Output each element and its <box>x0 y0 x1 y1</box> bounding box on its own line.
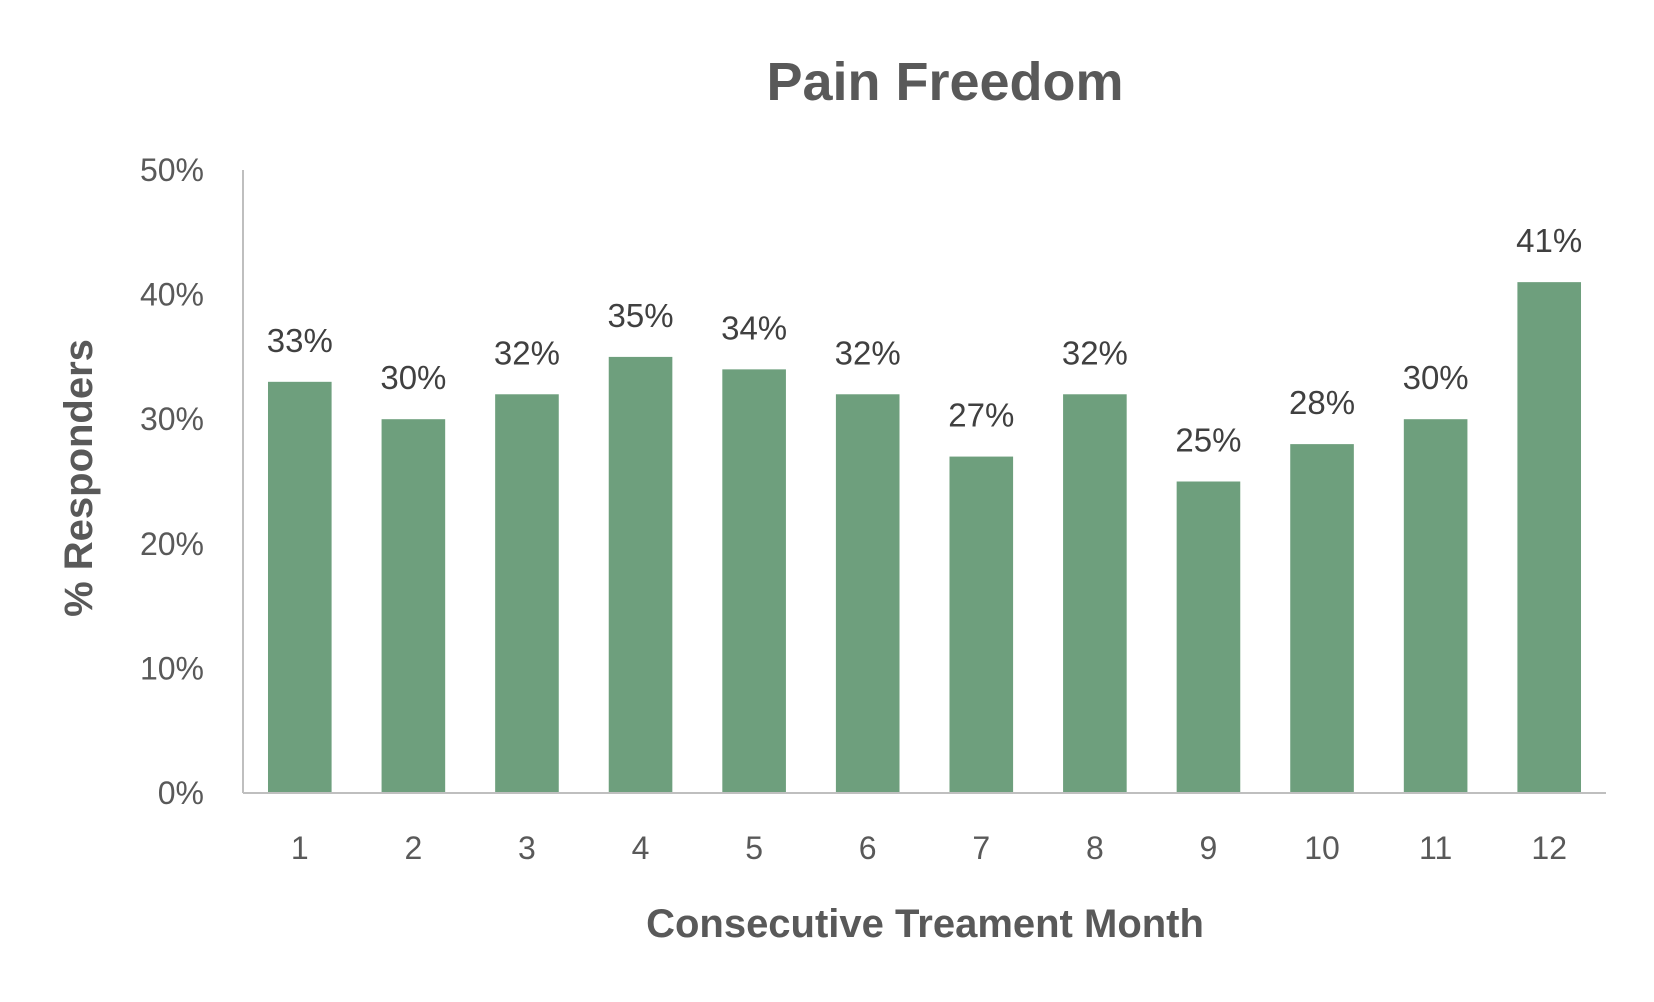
x-tick-label: 1 <box>291 830 309 866</box>
x-axis-title: Consecutive Treament Month <box>646 902 1204 946</box>
data-label: 32% <box>1062 334 1128 371</box>
data-label: 35% <box>608 297 674 334</box>
y-axis-ticks: 0% 10% 20% 30% 40% 50% <box>140 152 204 811</box>
bar <box>722 369 786 793</box>
x-axis-ticks: 1 2 3 4 5 6 7 8 9 10 11 12 <box>291 830 1567 866</box>
x-tick-label: 7 <box>972 830 990 866</box>
data-label: 33% <box>267 322 333 359</box>
chart-title: Pain Freedom <box>766 52 1123 112</box>
bar <box>1290 444 1354 793</box>
bar <box>1176 481 1241 793</box>
data-label: 34% <box>721 309 787 346</box>
bar <box>949 456 1014 793</box>
x-tick-label: 2 <box>404 830 422 866</box>
y-tick-label: 50% <box>140 152 204 188</box>
x-tick-label: 4 <box>632 830 650 866</box>
bar <box>1063 394 1127 793</box>
data-labels: 33% 30% 32% 35% 34% 32% 27% 32% 25% 28% 30% 41% <box>267 222 1582 458</box>
axes <box>242 170 1606 794</box>
x-tick-label: 8 <box>1086 830 1104 866</box>
y-tick-label: 10% <box>140 650 204 686</box>
bar <box>495 394 559 793</box>
bar <box>835 394 900 793</box>
x-tick-label: 5 <box>745 830 763 866</box>
data-label: 30% <box>1403 359 1469 396</box>
x-tick-label: 3 <box>518 830 536 866</box>
bar <box>1517 282 1582 793</box>
data-label: 28% <box>1289 384 1355 421</box>
bars <box>267 282 1582 793</box>
y-tick-label: 20% <box>140 526 204 562</box>
data-label: 32% <box>494 334 560 371</box>
x-tick-label: 6 <box>859 830 877 866</box>
data-label: 41% <box>1516 222 1582 259</box>
y-tick-label: 30% <box>140 401 204 437</box>
x-tick-label: 9 <box>1200 830 1218 866</box>
y-axis-title: % Responders <box>57 339 101 617</box>
bar <box>267 381 332 793</box>
x-tick-label: 10 <box>1304 830 1340 866</box>
x-tick-label: 12 <box>1531 830 1567 866</box>
bar <box>381 419 446 793</box>
data-label: 30% <box>380 359 446 396</box>
y-tick-label: 40% <box>140 277 204 313</box>
bar <box>1403 419 1468 793</box>
bar <box>608 356 673 793</box>
data-label: 27% <box>948 397 1014 434</box>
y-tick-label: 0% <box>158 775 204 811</box>
data-label: 25% <box>1175 422 1241 459</box>
x-tick-label: 11 <box>1419 830 1452 866</box>
data-label: 32% <box>835 334 901 371</box>
